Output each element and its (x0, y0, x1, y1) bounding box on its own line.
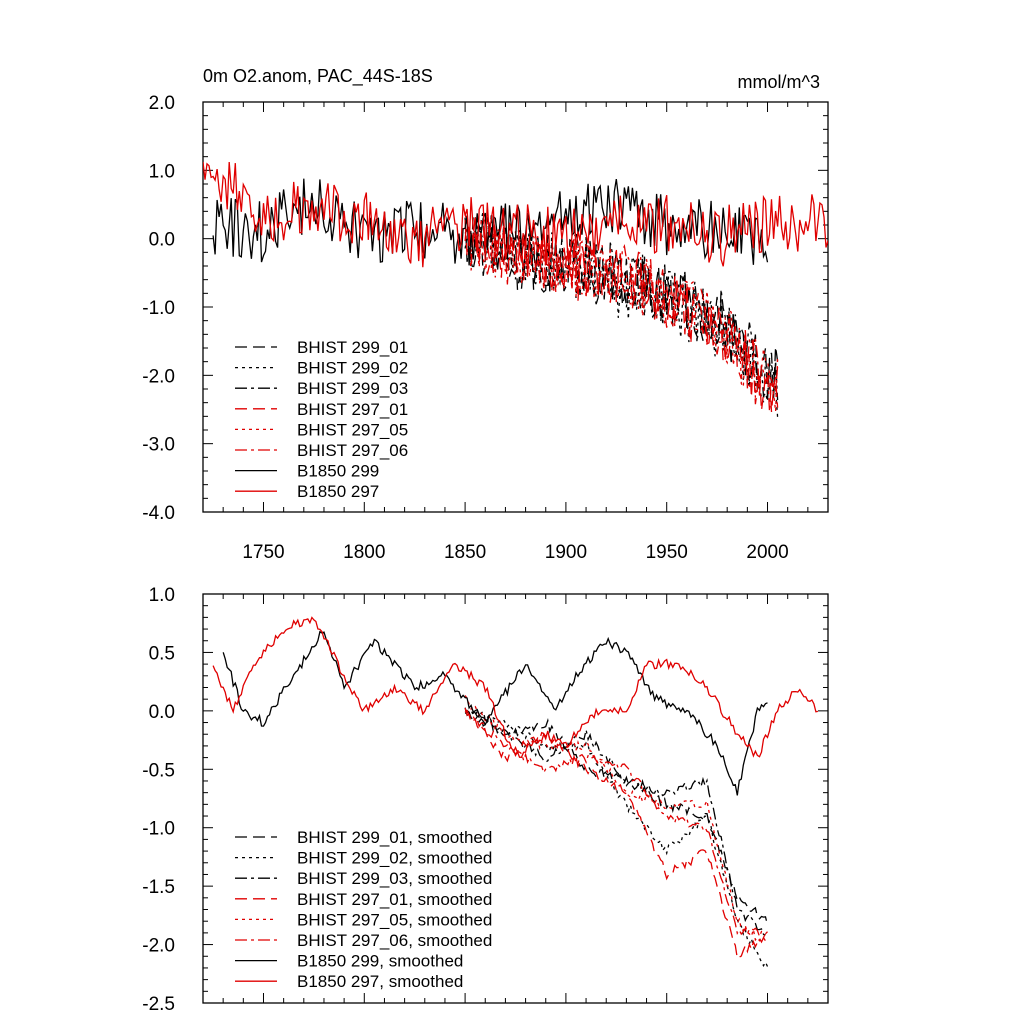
legend-label: B1850 297, smoothed (297, 972, 463, 991)
x-tick-label: 1900 (545, 542, 587, 563)
bottom-panel: 1.0 0.5 0.0 -0.5 -1.0 -1.5 -2.0 -2.5 BHIST 299_… (142, 585, 829, 1015)
y-tick-label: -4.0 (142, 503, 175, 524)
axis-ticks (203, 593, 828, 1004)
series-line-6 (222, 630, 768, 796)
x-tick-label: 1800 (343, 542, 385, 563)
series-line-0 (464, 213, 779, 397)
legend-label: BHIST 297_06 (297, 441, 408, 460)
y-tick-label: 1.0 (149, 161, 175, 182)
x-tick-label: 1750 (242, 542, 284, 563)
y-axis-labels: 1.0 0.5 0.0 -0.5 -1.0 -1.5 -2.0 -2.5 (142, 585, 175, 1015)
y-tick-label: 0.0 (149, 702, 175, 723)
legend-label: BHIST 299_03 (297, 379, 408, 398)
legend-label: B1850 299, smoothed (297, 952, 463, 971)
legend-label: BHIST 297_01, smoothed (297, 890, 492, 909)
y-tick-label: -1.5 (142, 877, 175, 898)
series-line-0 (464, 707, 769, 926)
legend-label: B1850 299 (297, 462, 379, 481)
series-line-4 (464, 695, 768, 943)
legend-label: BHIST 297_05 (297, 420, 408, 439)
legend-label: BHIST 297_06, smoothed (297, 931, 492, 950)
x-tick-label: 2000 (746, 542, 788, 563)
x-tick-label: 1950 (646, 542, 688, 563)
series-line-7 (212, 616, 819, 758)
legend-label: B1850 297 (297, 482, 379, 501)
y-axis-labels: 2.0 1.0 0.0 -1.0 -2.0 -3.0 -4.0 (142, 93, 175, 524)
y-tick-label: -2.0 (142, 366, 175, 387)
series-lines (203, 161, 828, 418)
series-line-4 (464, 214, 779, 412)
series-line-1 (464, 709, 769, 968)
legend: BHIST 299_01, smoothed BHIST 299_02, smoo… (235, 828, 492, 991)
y-tick-label: -1.0 (142, 298, 175, 319)
y-tick-label: -2.0 (142, 936, 175, 957)
legend-label: BHIST 299_03, smoothed (297, 869, 492, 888)
series-line-2 (464, 215, 779, 402)
y-tick-label: 1.0 (149, 585, 175, 606)
legend-label: BHIST 299_02 (297, 359, 408, 378)
y-tick-label: -2.5 (142, 994, 175, 1015)
series-line-7 (203, 161, 828, 268)
legend-label: BHIST 299_01 (297, 338, 408, 357)
panel-title: 0m O2.anom, PAC_44S-18S (203, 66, 433, 87)
x-tick-label: 1850 (444, 542, 486, 563)
legend-label: BHIST 297_05, smoothed (297, 910, 492, 929)
y-tick-label: 0.0 (149, 230, 175, 251)
y-tick-label: 2.0 (149, 93, 175, 114)
x-axis-labels: 1750 1800 1850 1900 1950 2000 (242, 542, 788, 563)
legend-label: BHIST 297_01 (297, 400, 408, 419)
series-line-5 (464, 219, 779, 412)
y-tick-label: -0.5 (142, 760, 175, 781)
legend-label: BHIST 299_02, smoothed (297, 849, 492, 868)
top-panel: 0m O2.anom, PAC_44S-18S mmol/m^3 2.0 1.0 0… (142, 66, 829, 563)
legend-label: BHIST 299_01, smoothed (297, 828, 492, 847)
panel-units: mmol/m^3 (738, 72, 820, 92)
plot-frame (202, 593, 829, 1004)
series-line-2 (464, 709, 769, 938)
axis-ticks (203, 101, 828, 513)
series-lines (212, 616, 819, 968)
series-line-3 (464, 709, 768, 960)
series-line-6 (212, 178, 769, 266)
y-tick-label: -1.0 (142, 819, 175, 840)
y-tick-label: -3.0 (142, 435, 175, 456)
y-tick-label: 0.5 (149, 643, 175, 664)
